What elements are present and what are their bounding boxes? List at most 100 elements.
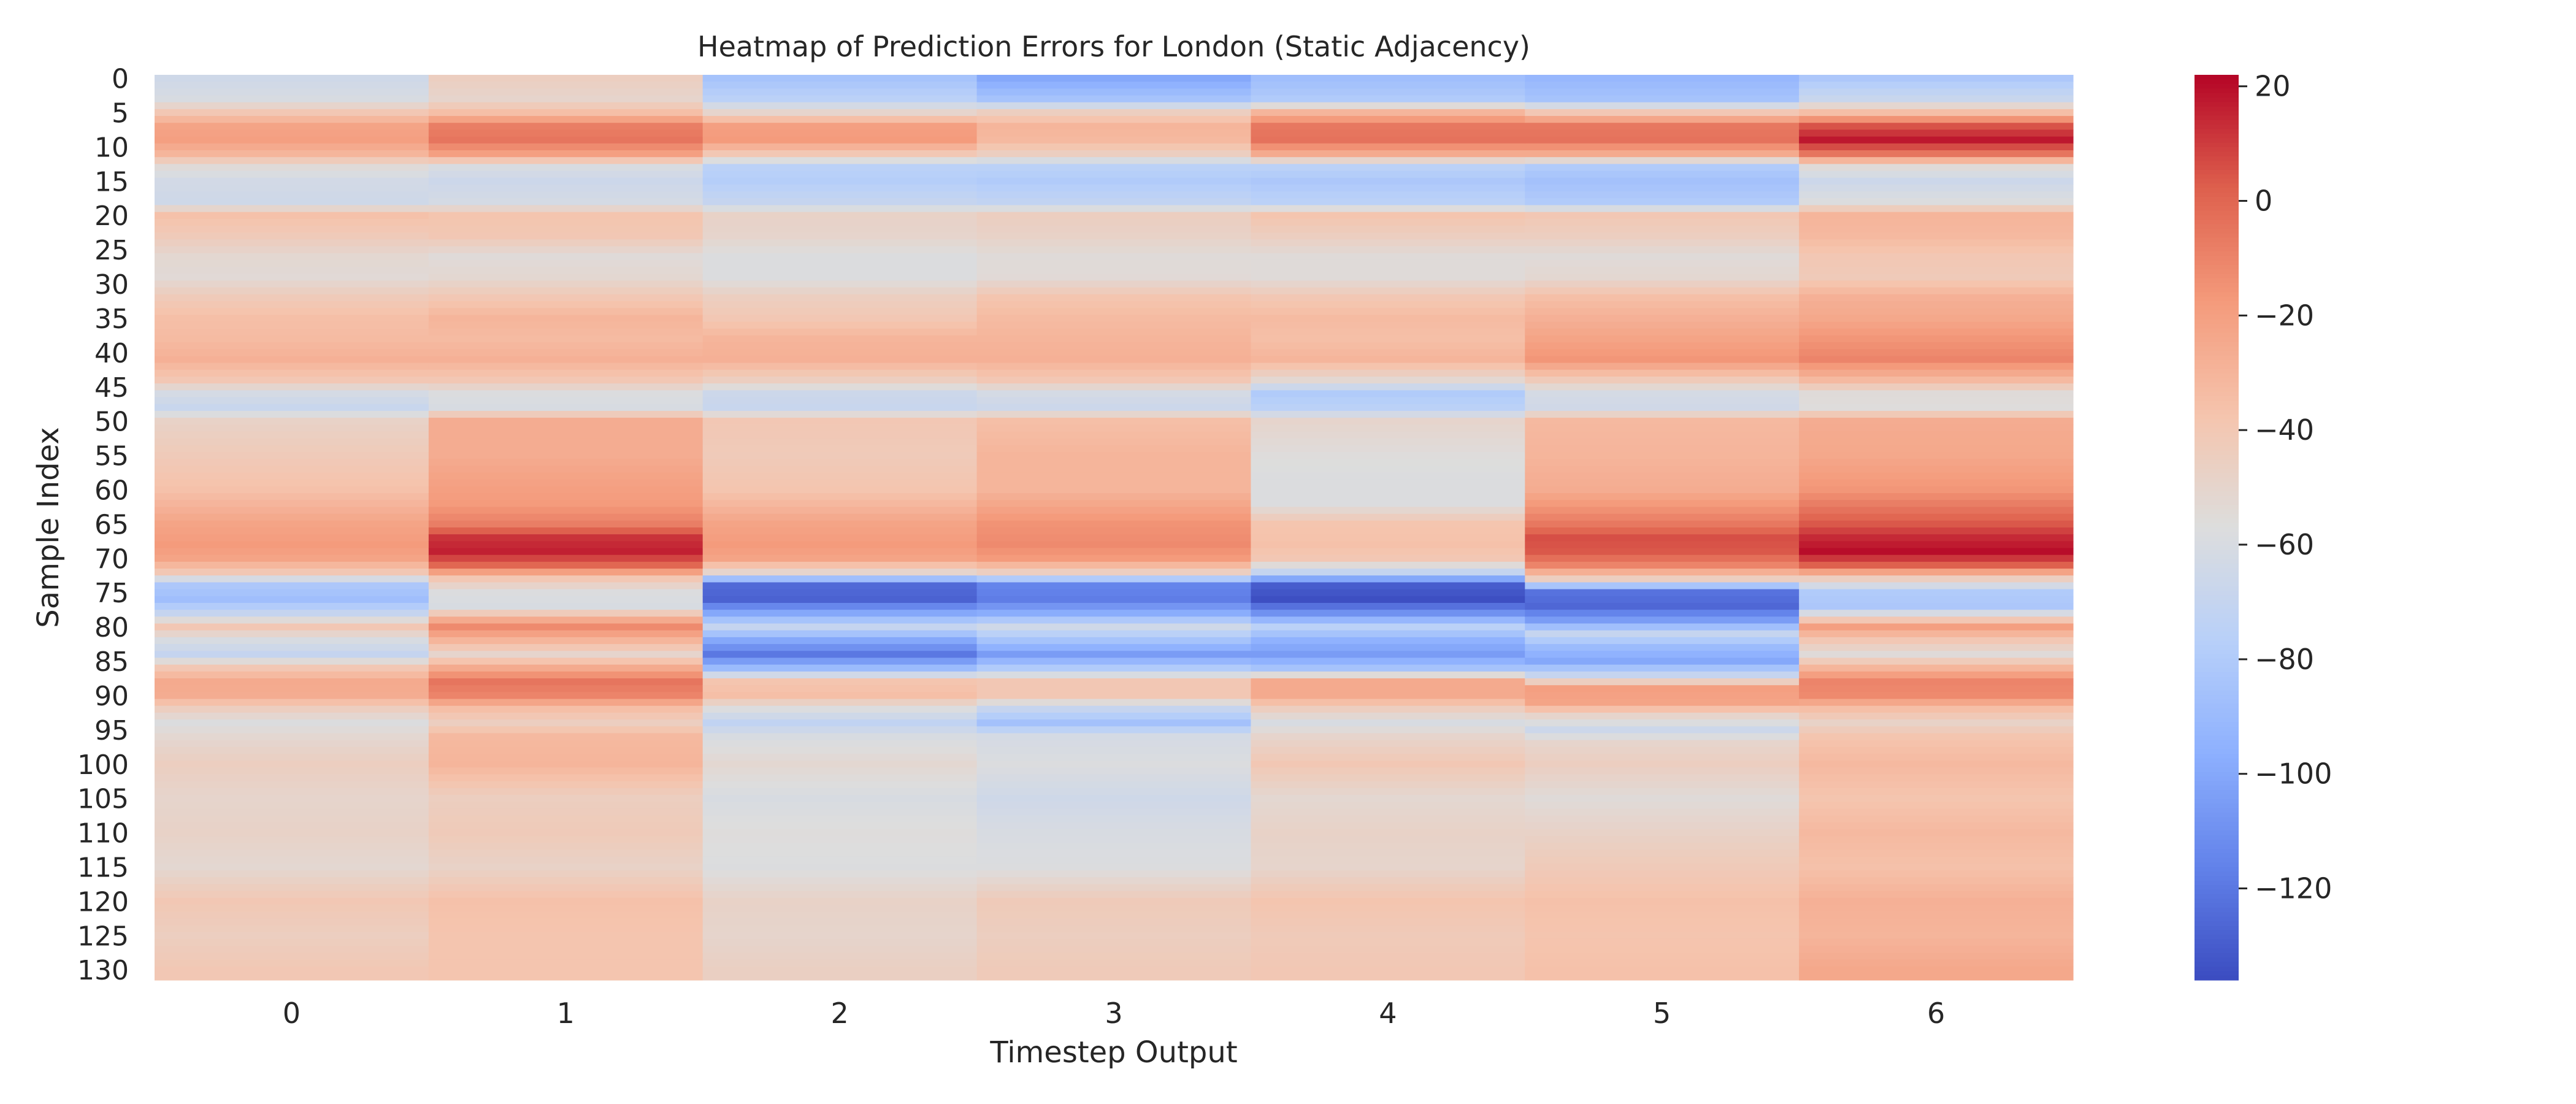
heatmap-cell (155, 212, 429, 220)
heatmap-cell (428, 788, 703, 795)
heatmap-cell (1251, 472, 1525, 480)
colorbar-segment (2195, 672, 2239, 678)
heatmap-cell (155, 259, 429, 267)
heatmap-cell (976, 849, 1252, 857)
heatmap-cell (1251, 315, 1525, 323)
heatmap-cell (1799, 239, 2074, 247)
heatmap-cell (1251, 356, 1525, 364)
heatmap-cell (1799, 548, 2074, 556)
colorbar-segment (2195, 622, 2239, 627)
heatmap-cell (428, 596, 703, 604)
heatmap-cell (702, 109, 978, 117)
heatmap-cell (976, 973, 1252, 981)
heatmap-cell (428, 561, 703, 569)
heatmap-cell (976, 129, 1252, 137)
colorbar-segment (2195, 423, 2239, 429)
heatmap-cell (1799, 205, 2074, 213)
heatmap-cell (155, 836, 429, 843)
heatmap-cell (155, 589, 429, 597)
colorbar-segment (2195, 242, 2239, 248)
colorbar-segment (2195, 369, 2239, 374)
colorbar-segment (2195, 899, 2239, 904)
heatmap-cell (1525, 733, 1800, 741)
heatmap-cell (155, 808, 429, 816)
heatmap-cell (702, 410, 978, 418)
colorbar-segment (2195, 627, 2239, 632)
heatmap-cell (155, 726, 429, 734)
heatmap-cell (155, 500, 429, 508)
heatmap-cell (1799, 623, 2074, 631)
colorbar-segment (2195, 600, 2239, 605)
colorbar-segment (2195, 509, 2239, 515)
heatmap-cell (1251, 184, 1525, 192)
heatmap-cell (1525, 383, 1800, 391)
heatmap-cell (1799, 191, 2074, 199)
heatmap-cell (702, 596, 978, 604)
heatmap-cell (155, 856, 429, 864)
heatmap-cell (428, 513, 703, 521)
heatmap-cell (155, 404, 429, 412)
heatmap-cell (702, 438, 978, 446)
heatmap-cell (1251, 287, 1525, 295)
x-tick-label: 0 (283, 997, 301, 1030)
heatmap-cell (155, 712, 429, 720)
heatmap-cell (155, 802, 429, 810)
heatmap-cell (155, 719, 429, 727)
heatmap-cell (428, 685, 703, 692)
heatmap-cell (976, 575, 1252, 583)
heatmap-cell (1525, 143, 1800, 151)
heatmap-cell (976, 863, 1252, 871)
heatmap-cell (1251, 918, 1525, 926)
heatmap-cell (1251, 719, 1525, 727)
colorbar-segment (2195, 138, 2239, 144)
heatmap-cell (976, 802, 1252, 810)
colorbar-segment (2195, 224, 2239, 229)
heatmap-cell (976, 88, 1252, 96)
heatmap-cell (428, 82, 703, 89)
heatmap-cell (1799, 301, 2074, 309)
heatmap-cell (1525, 918, 1800, 926)
colorbar-segment (2195, 305, 2239, 311)
heatmap-cell (428, 308, 703, 315)
heatmap-cell (702, 953, 978, 960)
heatmap-cell (1799, 328, 2074, 336)
heatmap-cell (428, 116, 703, 123)
heatmap-cell (155, 623, 429, 631)
heatmap-cell (1525, 802, 1800, 810)
heatmap-cell (428, 651, 703, 659)
heatmap-cell (976, 534, 1252, 542)
heatmap-cell (976, 561, 1252, 569)
heatmap-cell (428, 911, 703, 919)
heatmap-cell (702, 226, 978, 233)
heatmap-cell (1799, 767, 2074, 775)
colorbar-segment (2195, 650, 2239, 655)
heatmap-cell (1251, 575, 1525, 583)
colorbar-segment (2195, 636, 2239, 642)
heatmap-cell (1525, 259, 1800, 267)
heatmap-cell (976, 719, 1252, 727)
heatmap-cell (1799, 513, 2074, 521)
heatmap-cell (1799, 157, 2074, 164)
heatmap-cell (702, 781, 978, 789)
colorbar-segment (2195, 473, 2239, 478)
y-tick-label: 100 (77, 749, 129, 781)
heatmap-cell (428, 500, 703, 508)
heatmap-cell (1251, 699, 1525, 707)
heatmap-cell (1251, 911, 1525, 919)
colorbar-segment (2195, 256, 2239, 261)
heatmap-cell (1251, 507, 1525, 515)
y-tick-label: 15 (94, 166, 129, 197)
heatmap-cell (1251, 767, 1525, 775)
heatmap-cell (1799, 410, 2074, 418)
heatmap-cell (1525, 781, 1800, 789)
heatmap-cell (155, 781, 429, 789)
heatmap-cell (1251, 815, 1525, 823)
colorbar-segment (2195, 264, 2239, 270)
heatmap-cell (1251, 342, 1525, 350)
heatmap-cell (702, 685, 978, 692)
heatmap-cell (1799, 527, 2074, 535)
heatmap-cell (1799, 740, 2074, 748)
x-tick-label: 6 (1927, 997, 1945, 1030)
heatmap-cell (702, 321, 978, 329)
colorbar-segment (2195, 754, 2239, 759)
